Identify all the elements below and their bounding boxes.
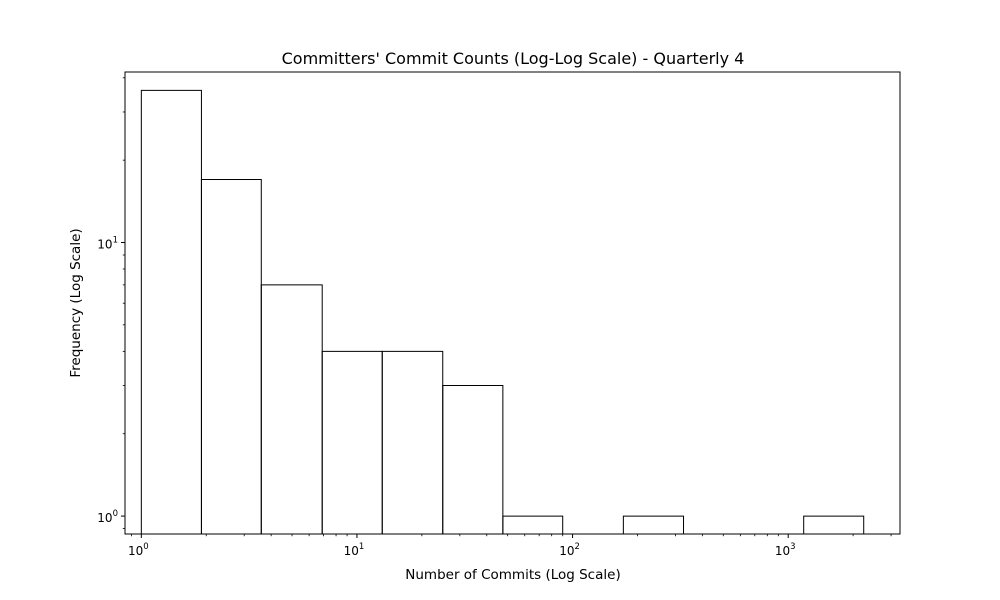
x-axis-label: Number of Commits (Log Scale) bbox=[405, 567, 620, 583]
histogram-bar bbox=[442, 385, 504, 534]
x-tick-label: 102 bbox=[559, 542, 580, 558]
plot-area: 100 101 102 103 100 101 bbox=[97, 71, 901, 558]
histogram-bar bbox=[803, 515, 865, 534]
x-tick-label: 101 bbox=[344, 542, 365, 558]
x-tick-label: 100 bbox=[128, 542, 149, 558]
y-axis-label: Frequency (Log Scale) bbox=[68, 228, 84, 377]
y-tick-label: 101 bbox=[97, 236, 118, 252]
y-tick-label: 100 bbox=[97, 509, 118, 525]
x-tick-label: 103 bbox=[775, 542, 796, 558]
chart-title: Committers' Commit Counts (Log-Log Scale… bbox=[282, 49, 745, 68]
histogram-bar bbox=[622, 515, 685, 534]
histogram-bar bbox=[502, 515, 564, 534]
